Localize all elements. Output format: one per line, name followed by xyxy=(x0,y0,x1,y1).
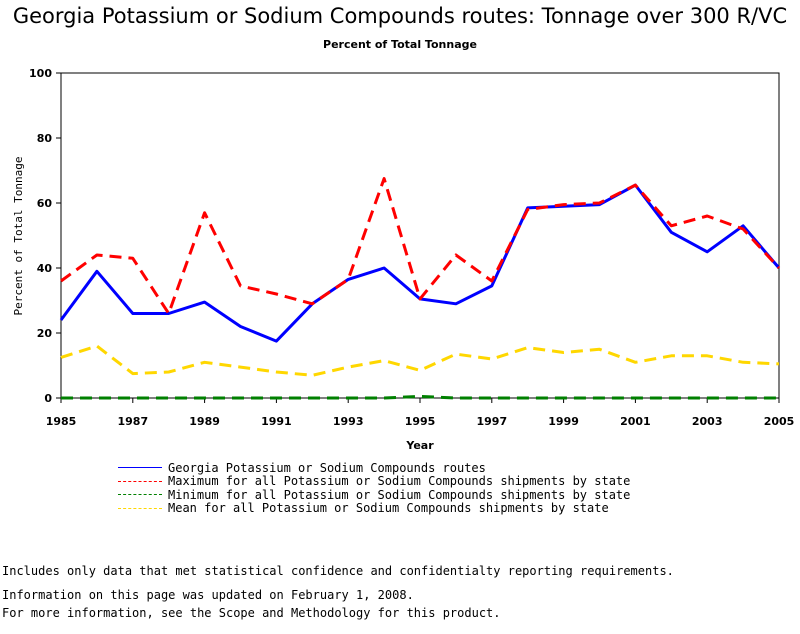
chart-legend: Georgia Potassium or Sodium Compounds ro… xyxy=(118,461,630,515)
y-tick-label: 20 xyxy=(37,327,53,340)
y-tick-label: 100 xyxy=(29,67,52,80)
chart-title: Georgia Potassium or Sodium Compounds ro… xyxy=(12,4,788,28)
x-tick-label: 2005 xyxy=(764,415,795,428)
footnotes: Includes only data that met statistical … xyxy=(2,536,674,634)
series-line-3 xyxy=(60,344,780,377)
line-chart: 0 20 40 60 80 100 1985 1987 1989 1991 1993 1995 1997… xyxy=(12,67,794,452)
series-line-2 xyxy=(61,394,779,400)
x-tick-label: 1993 xyxy=(333,415,364,428)
x-axis-label: Year xyxy=(405,439,434,452)
footnote-methodology: For more information, see the Scope and … xyxy=(2,606,501,620)
x-tick-label: 2003 xyxy=(692,415,723,428)
series-line-1 xyxy=(60,177,781,315)
x-tick-label: 1985 xyxy=(46,415,77,428)
footnote-confidence: Includes only data that met statistical … xyxy=(2,564,674,578)
x-tick-label: 1999 xyxy=(548,415,579,428)
legend-entry: Maximum for all Potassium or Sodium Comp… xyxy=(118,474,631,489)
chart-axes: 0 20 40 60 80 100 1985 1987 1989 1991 1993 1995 1997… xyxy=(29,67,794,428)
x-tick-label: 1997 xyxy=(476,415,507,428)
legend-label: Maximum for all Potassium or Sodium Comp… xyxy=(168,474,631,489)
x-tick-label: 1987 xyxy=(117,415,148,428)
chart-series xyxy=(59,177,781,400)
legend-label: Minimum for all Potassium or Sodium Comp… xyxy=(168,487,631,502)
x-tick-label: 1995 xyxy=(405,415,436,428)
legend-entry: Mean for all Potassium or Sodium Compoun… xyxy=(118,501,630,516)
chart-subtitle: Percent of Total Tonnage xyxy=(323,38,477,51)
legend-swatch xyxy=(118,507,162,509)
y-tick-label: 40 xyxy=(37,262,53,275)
update-notice: Information on this page was updated on … xyxy=(2,588,414,602)
y-axis-label: Percent of Total Tonnage xyxy=(12,157,25,316)
y-tick-label: 60 xyxy=(37,197,53,210)
x-tick-label: 1989 xyxy=(189,415,220,428)
y-tick-label: 0 xyxy=(44,392,52,405)
legend-swatch xyxy=(118,480,162,482)
x-tick-label: 2001 xyxy=(620,415,651,428)
legend-swatch xyxy=(118,494,162,496)
legend-entry: Minimum for all Potassium or Sodium Comp… xyxy=(118,488,630,502)
legend-swatch xyxy=(118,467,162,469)
x-tick-label: 1991 xyxy=(261,415,292,428)
legend-entry: Georgia Potassium or Sodium Compounds ro… xyxy=(118,461,630,475)
y-tick-label: 80 xyxy=(37,132,53,145)
legend-label: Mean for all Potassium or Sodium Compoun… xyxy=(168,501,609,516)
plot-frame xyxy=(60,72,780,399)
series-line-0 xyxy=(59,183,781,343)
legend-label: Georgia Potassium or Sodium Compounds ro… xyxy=(168,460,486,475)
